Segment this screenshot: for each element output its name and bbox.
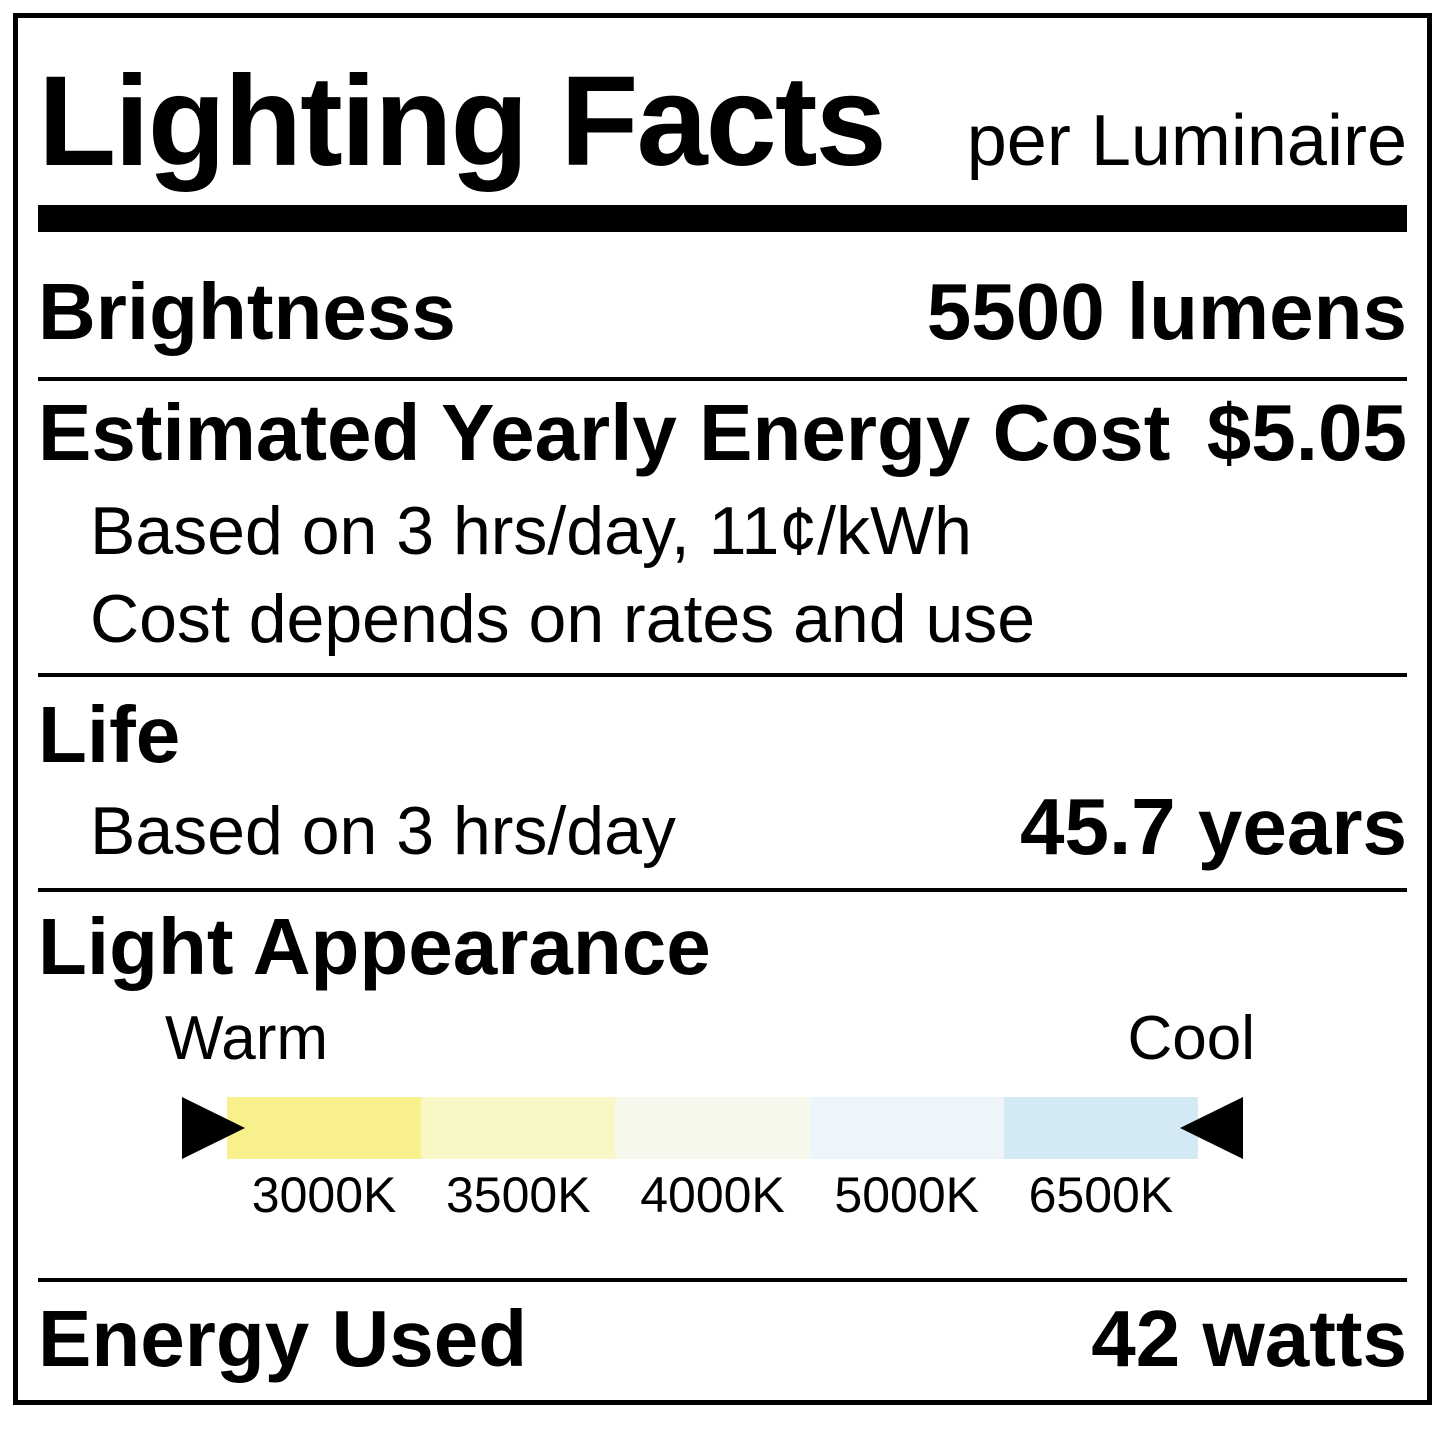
color-segment-5000k [809, 1097, 1004, 1159]
energy-cost-note-basis: Based on 3 hrs/day, 11¢/kWh [90, 493, 972, 569]
cool-arrow-icon [1180, 1097, 1243, 1159]
label-subtitle: per Luminaire [966, 101, 1407, 181]
life-value: 45.7 years [1019, 782, 1407, 871]
color-segment-4000k [615, 1097, 810, 1159]
label-title: Lighting Facts [38, 50, 887, 193]
energy-cost-label: Estimated Yearly Energy Cost [38, 388, 1171, 477]
temperature-label: 3000K [251, 1167, 397, 1223]
temperature-label: 6500K [1028, 1167, 1174, 1223]
color-temperature-labels: 3000K 3500K 4000K 5000K 6500K [227, 1167, 1198, 1223]
life-label: Life [38, 690, 181, 779]
section-divider [38, 377, 1407, 381]
color-segment-3500k [421, 1097, 616, 1159]
life-row: Life [38, 691, 1407, 779]
warm-label: Warm [165, 1004, 328, 1073]
section-divider [38, 888, 1407, 892]
section-divider [38, 673, 1407, 677]
energy-cost-value: $5.05 [1206, 388, 1407, 477]
light-appearance-row: Light Appearance [38, 903, 1407, 991]
label-header: Lighting Facts per Luminaire [38, 55, 1407, 189]
energy-cost-row: Estimated Yearly Energy Cost $5.05 [38, 389, 1407, 477]
life-basis-label: Based on 3 hrs/day [90, 793, 676, 869]
temperature-label: 5000K [834, 1167, 979, 1223]
color-segment-3000k [227, 1097, 422, 1159]
energy-used-value: 42 watts [1091, 1294, 1407, 1383]
brightness-row: Brightness 5500 lumens [38, 268, 1407, 356]
brightness-label: Brightness [38, 267, 456, 356]
title-rule [38, 205, 1407, 232]
color-temperature-bar [182, 1097, 1243, 1159]
energy-cost-note-rates: Cost depends on rates and use [90, 581, 1036, 657]
brightness-value: 5500 lumens [926, 267, 1407, 356]
temperature-label: 3500K [446, 1167, 591, 1223]
light-appearance-label: Light Appearance [38, 902, 711, 991]
energy-used-row: Energy Used 42 watts [38, 1295, 1407, 1383]
warm-arrow-icon [182, 1097, 245, 1159]
warm-cool-row: Warm Cool [165, 1004, 1255, 1074]
color-segment-6500k [1003, 1097, 1199, 1159]
cool-label: Cool [1127, 1004, 1255, 1073]
lighting-facts-label: Lighting Facts per Luminaire Brightness … [13, 13, 1432, 1405]
energy-used-label: Energy Used [38, 1294, 528, 1383]
life-basis-row: Based on 3 hrs/day 45.7 years [38, 783, 1407, 871]
temperature-label: 4000K [640, 1167, 785, 1223]
section-divider [38, 1278, 1407, 1282]
